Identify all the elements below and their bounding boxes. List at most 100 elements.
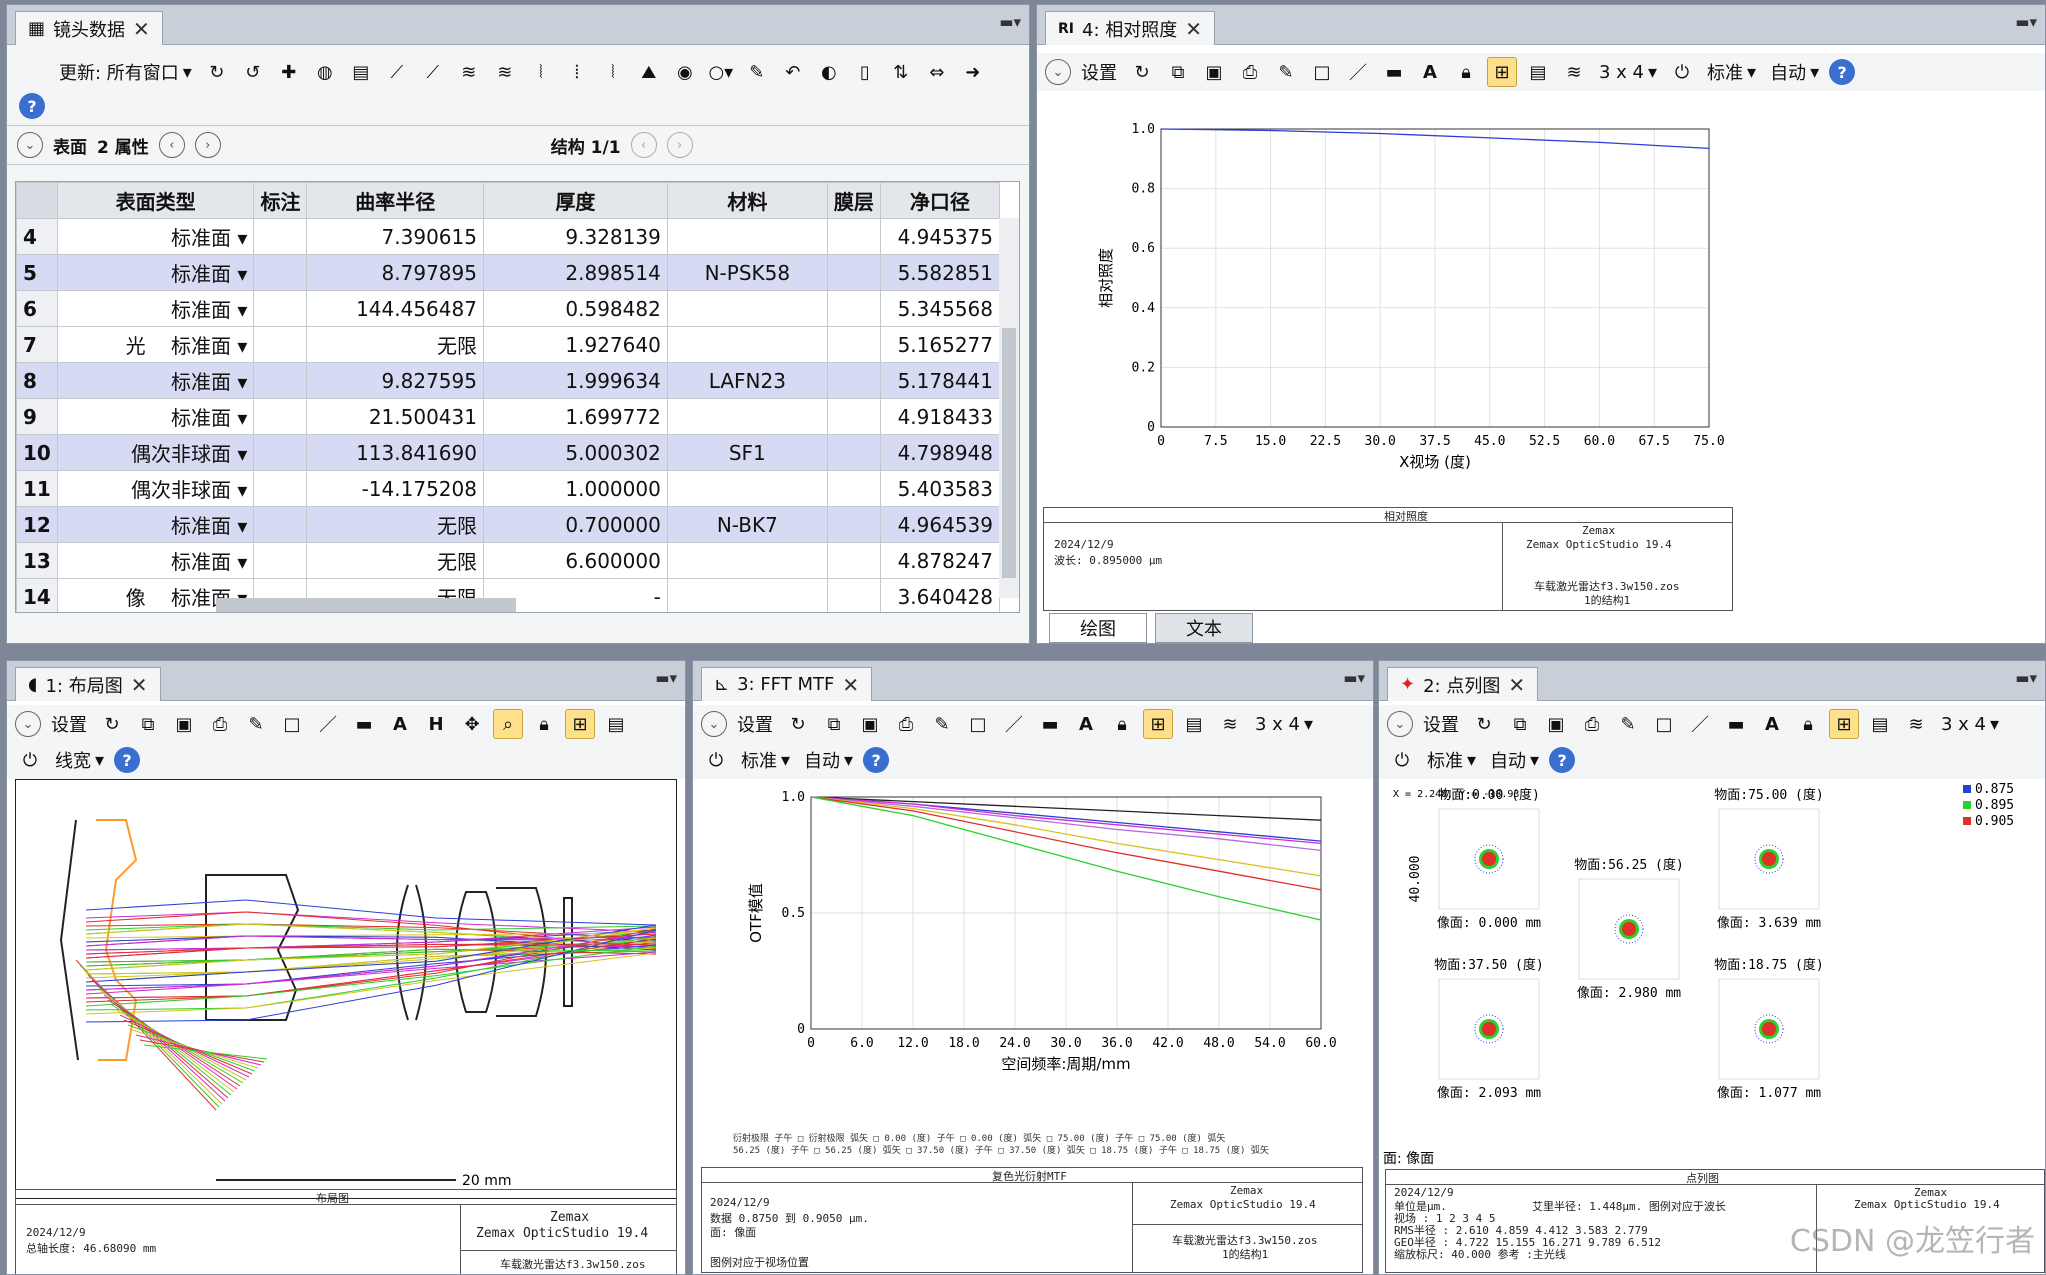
- table-row[interactable]: 5 标准面 ▾ 8.797895 2.898514 N-PSK58 5.582851: [16, 254, 1001, 291]
- thickness-cell[interactable]: 2.898514: [482, 254, 668, 291]
- surface-type-cell[interactable]: 标准面 ▾: [56, 254, 255, 291]
- coating-cell[interactable]: [826, 506, 881, 543]
- save-icon[interactable]: ▣: [1547, 713, 1565, 735]
- radius-cell[interactable]: 无限: [306, 326, 484, 363]
- window-menu-icon[interactable]: ▬▾: [2015, 669, 2037, 687]
- std-dropdown[interactable]: 标准 ▾: [1703, 59, 1760, 85]
- print-icon[interactable]: ⎙: [1242, 61, 1258, 83]
- help-icon[interactable]: ?: [114, 747, 141, 773]
- close-icon[interactable]: ✕: [842, 672, 860, 697]
- std-dropdown[interactable]: 标准 ▾: [737, 747, 794, 773]
- surface-type-cell[interactable]: 标准面 ▾: [56, 290, 255, 327]
- config-prev-icon[interactable]: ‹: [630, 132, 657, 158]
- material-cell[interactable]: [666, 470, 828, 507]
- dimension-icon[interactable]: H: [428, 713, 444, 735]
- tab-layout[interactable]: ◖ 1: 布局图 ✕: [15, 667, 161, 701]
- power-icon[interactable]: ⏻: [1674, 61, 1690, 83]
- pencil-icon[interactable]: ✎: [1278, 61, 1294, 83]
- auto-dropdown[interactable]: 自动 ▾: [1766, 59, 1823, 85]
- thickness-cell[interactable]: 1.999634: [482, 362, 668, 399]
- table-row[interactable]: 12 标准面 ▾ 无限 0.700000 N-BK7 4.964539: [16, 506, 1001, 543]
- row-number[interactable]: 7: [16, 326, 58, 363]
- comment-cell[interactable]: [253, 398, 308, 435]
- dash-icon[interactable]: ▬: [1385, 61, 1403, 83]
- dash-icon[interactable]: ▬: [355, 713, 373, 735]
- thickness-cell[interactable]: 9.328139: [482, 218, 668, 255]
- thickness-cell[interactable]: 1.000000: [482, 470, 668, 507]
- row-number[interactable]: 5: [16, 254, 58, 291]
- auto-dropdown[interactable]: 自动 ▾: [1486, 747, 1543, 773]
- clear-semi-diameter-cell[interactable]: 4.918433: [879, 398, 1001, 435]
- power-icon[interactable]: ⏻: [708, 749, 724, 771]
- material-cell[interactable]: [666, 326, 828, 363]
- tab-text[interactable]: 文本: [1155, 613, 1253, 643]
- pencil-icon[interactable]: ✎: [248, 713, 264, 735]
- material-cell[interactable]: [666, 542, 828, 579]
- row-number[interactable]: 10: [16, 434, 58, 471]
- pencil-icon[interactable]: ✎: [1620, 713, 1636, 735]
- settings-button[interactable]: 设置: [1081, 63, 1117, 84]
- tab-plot[interactable]: 绘图: [1049, 613, 1147, 643]
- close-icon[interactable]: ✕: [1508, 672, 1526, 697]
- help-icon[interactable]: ?: [863, 747, 890, 773]
- coating-cell[interactable]: [826, 326, 881, 363]
- row-number[interactable]: 8: [16, 362, 58, 399]
- radius-cell[interactable]: 21.500431: [306, 398, 484, 435]
- settings-button[interactable]: 设置: [1423, 715, 1459, 736]
- text-icon[interactable]: A: [1423, 61, 1437, 83]
- globe-icon[interactable]: ◍: [316, 61, 333, 83]
- coating-cell[interactable]: [826, 218, 881, 255]
- rectangle-icon[interactable]: □: [969, 713, 987, 735]
- thickness-cell[interactable]: 1.927640: [482, 326, 668, 363]
- thickness-cell[interactable]: 6.600000: [482, 542, 668, 579]
- coating-cell[interactable]: [826, 542, 881, 579]
- expand-icon[interactable]: ⌄: [1045, 59, 1071, 85]
- comment-cell[interactable]: [253, 434, 308, 471]
- tab-illum[interactable]: RI 4: 相对照度 ✕: [1045, 11, 1216, 45]
- coating-cell[interactable]: [826, 470, 881, 507]
- tab-lens-data[interactable]: ▦ 镜头数据 ✕: [15, 11, 163, 45]
- layers-icon[interactable]: ≋: [1908, 713, 1924, 735]
- refresh-icon[interactable]: ↻: [790, 713, 806, 735]
- help-icon[interactable]: ?: [1829, 59, 1856, 85]
- coating-cell[interactable]: [826, 398, 881, 435]
- copy-icon[interactable]: ⧉: [1513, 713, 1527, 735]
- material-cell[interactable]: SF1: [666, 434, 828, 471]
- ray-icon[interactable]: ⟋: [390, 61, 404, 83]
- grid-view-icon[interactable]: ⊞: [1143, 709, 1173, 739]
- clear-semi-diameter-cell[interactable]: 5.403583: [879, 470, 1001, 507]
- save-icon[interactable]: ▣: [1205, 61, 1223, 83]
- column-header[interactable]: 净口径: [879, 182, 1001, 219]
- close-icon[interactable]: ✕: [1185, 16, 1203, 41]
- window-menu-icon[interactable]: ▬▾: [655, 669, 677, 687]
- settings-button[interactable]: 设置: [737, 715, 773, 736]
- clear-semi-diameter-cell[interactable]: 5.165277: [879, 326, 1001, 363]
- text-icon[interactable]: A: [1079, 713, 1093, 735]
- window-menu-icon[interactable]: ▬▾: [1343, 669, 1365, 687]
- table-row[interactable]: 11 偶次非球面 ▾ -14.175208 1.000000 5.403583: [16, 470, 1001, 507]
- rectangle-icon[interactable]: □: [283, 713, 301, 735]
- layers-icon[interactable]: ≋: [1566, 61, 1582, 83]
- clear-semi-diameter-cell[interactable]: 4.964539: [879, 506, 1001, 543]
- material-cell[interactable]: N-PSK58: [666, 254, 828, 291]
- circle-dropdown-icon[interactable]: ○▾: [708, 61, 734, 83]
- clear-semi-diameter-cell[interactable]: 4.878247: [879, 542, 1001, 579]
- lens3-icon[interactable]: ⦚: [610, 61, 615, 83]
- lock-icon[interactable]: 🔒︎: [1803, 713, 1813, 735]
- grid-view-icon[interactable]: ⊞: [1487, 57, 1517, 87]
- horizontal-scrollbar[interactable]: [216, 598, 516, 612]
- clear-semi-diameter-cell[interactable]: 4.945375: [879, 218, 1001, 255]
- material-cell[interactable]: LAFN23: [666, 362, 828, 399]
- refresh-icon[interactable]: ↻: [209, 61, 225, 83]
- power-icon[interactable]: ⏻: [1394, 749, 1410, 771]
- expand-icon[interactable]: ⌄: [701, 711, 727, 737]
- comment-cell[interactable]: [253, 362, 308, 399]
- arrow-right-icon[interactable]: ➜: [965, 61, 981, 83]
- table-row[interactable]: 9 标准面 ▾ 21.500431 1.699772 4.918433: [16, 398, 1001, 435]
- move-icon[interactable]: ✥: [464, 713, 480, 735]
- comment-cell[interactable]: [253, 218, 308, 255]
- print-icon[interactable]: ⎙: [1584, 713, 1600, 735]
- grid-dropdown[interactable]: 3 x 4 ▾: [1599, 61, 1658, 83]
- stack-remove-icon[interactable]: ≋: [497, 61, 513, 83]
- collapse-icon[interactable]: ⇔: [929, 61, 945, 83]
